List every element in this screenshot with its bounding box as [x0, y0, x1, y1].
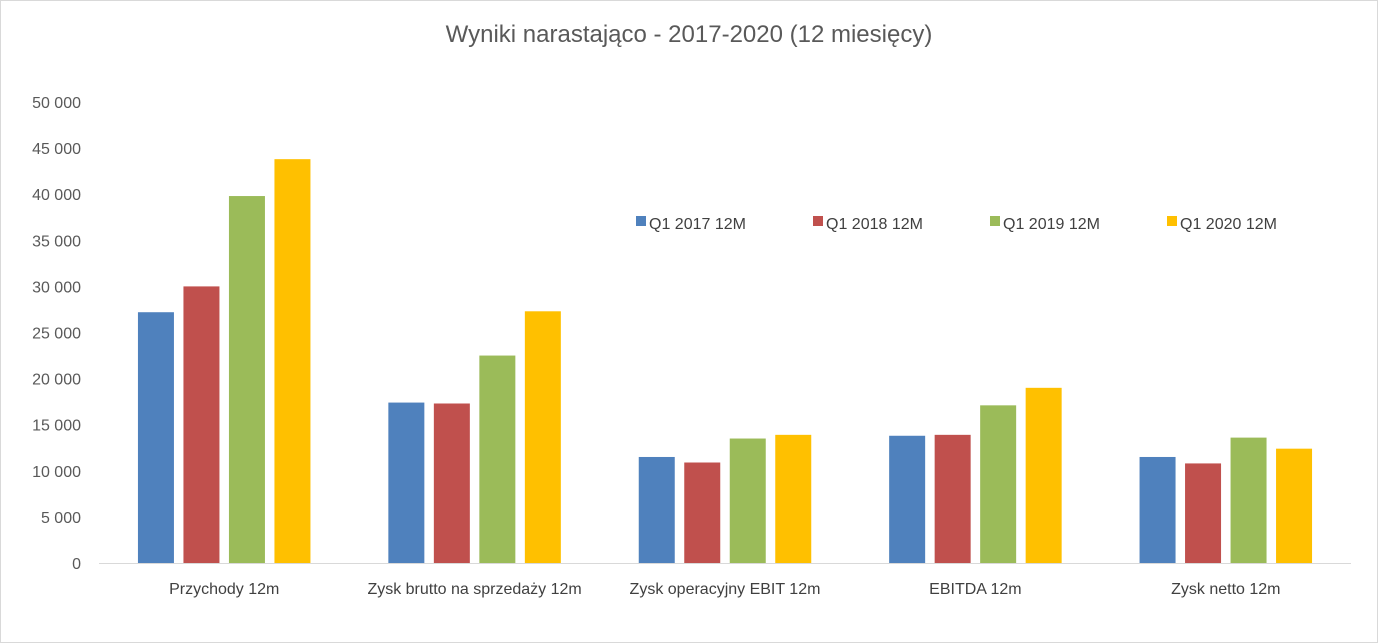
y-tick-label: 5 000	[41, 510, 81, 527]
legend-label: Q1 2017 12M	[649, 216, 746, 233]
bars	[137, 159, 1313, 563]
legend-swatch	[990, 216, 1000, 226]
y-tick-label: 0	[72, 556, 81, 573]
bar	[775, 434, 812, 563]
bar	[1230, 437, 1267, 563]
y-tick-label: 15 000	[32, 418, 81, 435]
bar	[228, 196, 265, 563]
y-tick-label: 20 000	[32, 372, 81, 389]
bar	[433, 403, 470, 563]
x-category-label: Zysk brutto na sprzedaży 12m	[367, 581, 581, 598]
bar	[274, 159, 311, 563]
bar	[684, 462, 721, 563]
legend-label: Q1 2020 12M	[1180, 216, 1277, 233]
y-tick-label: 30 000	[32, 279, 81, 296]
legend-swatch	[1167, 216, 1177, 226]
bar	[1025, 387, 1062, 563]
bar	[638, 456, 675, 563]
y-tick-label: 10 000	[32, 464, 81, 481]
x-category-label: Zysk operacyjny EBIT 12m	[630, 581, 821, 598]
chart-title: Wyniki narastająco - 2017-2020 (12 miesi…	[445, 21, 933, 48]
legend-label: Q1 2018 12M	[826, 216, 923, 233]
y-tick-label: 50 000	[32, 95, 81, 112]
legend-swatch	[813, 216, 823, 226]
bar	[980, 405, 1017, 563]
bar	[1276, 448, 1313, 563]
bar	[889, 435, 926, 563]
legend-swatch	[636, 216, 646, 226]
bar	[137, 312, 174, 563]
y-tick-label: 40 000	[32, 187, 81, 204]
legend: Q1 2017 12M Q1 2018 12M Q1 2019 12M Q1 2020…	[636, 216, 1277, 233]
bar	[729, 438, 766, 563]
x-category-label: Zysk netto 12m	[1171, 581, 1280, 598]
y-tick-label: 45 000	[32, 141, 81, 158]
y-axis-ticks: 0 5 000 10 000 15 000 20 000 25 000 30 000 35 0…	[32, 95, 81, 573]
x-category-label: EBITDA 12m	[929, 581, 1021, 598]
x-category-label: Przychody 12m	[169, 581, 279, 598]
bar	[934, 434, 971, 563]
y-tick-label: 35 000	[32, 233, 81, 250]
bar	[524, 311, 561, 563]
bar	[479, 355, 516, 563]
legend-label: Q1 2019 12M	[1003, 216, 1100, 233]
bar	[388, 402, 425, 563]
x-axis-labels: Przychody 12m Zysk brutto na sprzedaży 12…	[169, 581, 1280, 598]
bar	[183, 286, 220, 563]
bar	[1185, 463, 1222, 563]
y-tick-label: 25 000	[32, 326, 81, 343]
bar	[1139, 456, 1176, 563]
